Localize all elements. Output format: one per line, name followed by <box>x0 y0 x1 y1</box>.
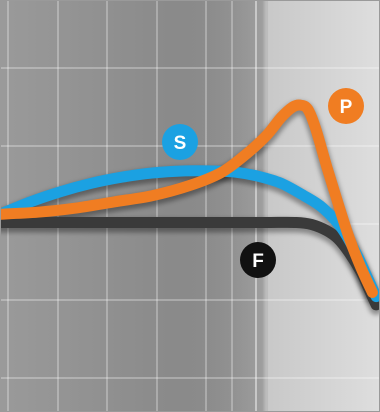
badge-f: F <box>240 242 276 278</box>
series-line-p <box>0 99 378 298</box>
badge-f-circle <box>240 242 276 278</box>
badge-f-label: F <box>252 251 264 272</box>
badge-p: P <box>328 88 364 124</box>
series-layer <box>0 99 380 311</box>
badge-p-circle <box>328 88 364 124</box>
badge-p-label: P <box>340 97 353 118</box>
badge-s: S <box>162 124 198 160</box>
badge-s-label: S <box>174 133 187 154</box>
badge-s-circle <box>162 124 198 160</box>
highlight-band <box>190 0 268 412</box>
